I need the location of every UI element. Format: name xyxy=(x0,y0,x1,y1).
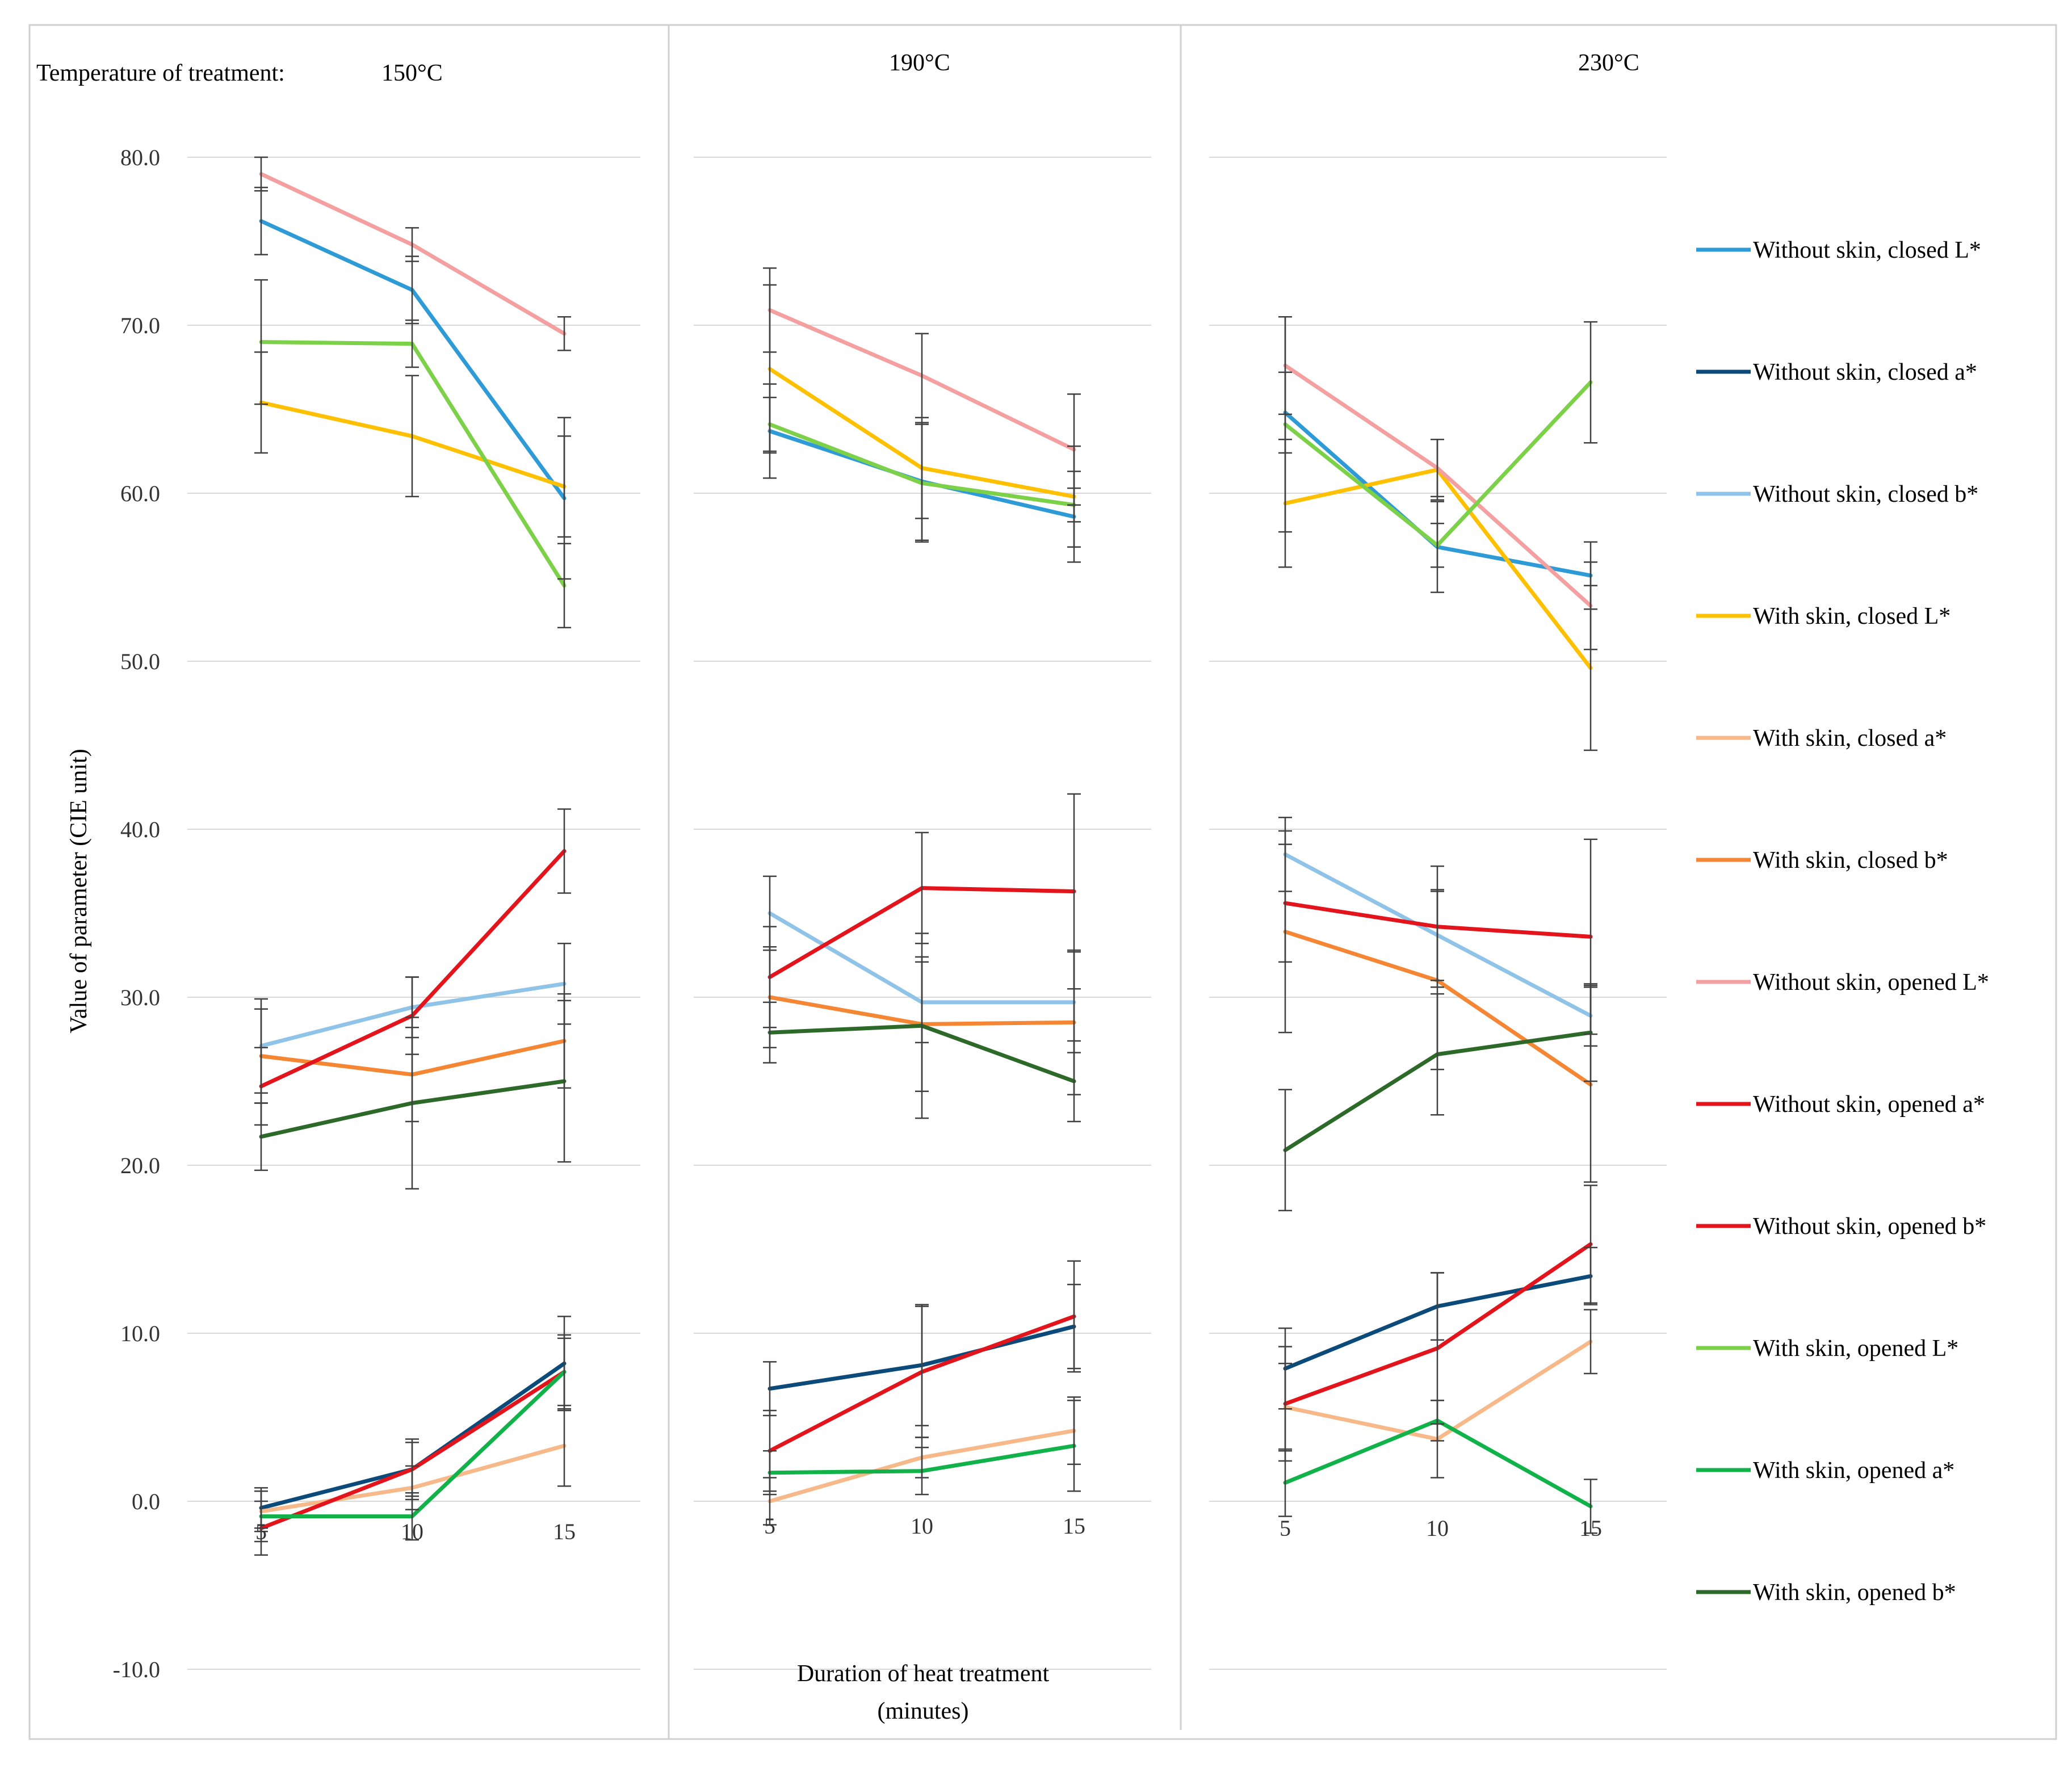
y-tick-label-9: -10.0 xyxy=(113,1657,160,1682)
panel-title-190: 190°C xyxy=(889,50,950,76)
y-tick-label-1: 70.0 xyxy=(120,313,160,338)
panel-title-230: 230°C xyxy=(1578,50,1639,76)
y-axis-label: Value of parameter (CIE unit) xyxy=(66,749,92,1033)
legend-label-1: Without skin, closed a* xyxy=(1753,359,1977,385)
legend-label-10: With skin, opened a* xyxy=(1753,1458,1954,1484)
x-tick-label-p3-1: 10 xyxy=(1426,1515,1449,1541)
x-tick-label-p2-2: 15 xyxy=(1063,1513,1085,1539)
x-tick-label-p1-2: 15 xyxy=(553,1519,576,1544)
x-tick-label-p2-0: 5 xyxy=(764,1513,775,1539)
legend-label-0: Without skin, closed L* xyxy=(1753,237,1981,263)
ticks: 80.0 70.0 60.0 50.0 40.0 30.0 20.0 10.0 0.0 -10.0… xyxy=(113,145,1602,1682)
legend-label-9: With skin, opened L* xyxy=(1753,1336,1958,1362)
y-tick-label-6: 20.0 xyxy=(120,1153,160,1178)
y-tick-label-0: 80.0 xyxy=(120,145,160,170)
y-tick-label-8: 0.0 xyxy=(132,1489,160,1514)
chart-frame xyxy=(28,24,2057,1740)
x-tick-label-p2-1: 10 xyxy=(911,1513,933,1539)
legend-label-7: Without skin, opened a* xyxy=(1753,1091,1985,1118)
legend-label-11: With skin, opened b* xyxy=(1753,1580,1956,1606)
legend-label-2: Without skin, closed b* xyxy=(1753,481,1978,507)
x-axis-label-line2: (minutes) xyxy=(878,1698,969,1724)
x-tick-label-p3-2: 15 xyxy=(1579,1515,1602,1541)
legend-label-5: With skin, closed b* xyxy=(1753,847,1948,873)
legend-label-3: With skin, closed L* xyxy=(1753,603,1951,629)
error-bars xyxy=(254,156,1597,1556)
y-tick-label-3: 50.0 xyxy=(120,649,160,674)
x-tick-label-p1-1: 10 xyxy=(401,1519,423,1544)
x-tick-label-p3-0: 5 xyxy=(1280,1515,1291,1541)
y-tick-label-4: 40.0 xyxy=(120,817,160,842)
legend-label-4: With skin, closed a* xyxy=(1753,725,1947,751)
legend-label-6: Without skin, opened L* xyxy=(1753,969,1989,996)
legend: Without skin, closed L* Without skin, clo… xyxy=(1696,237,1989,1606)
temperature-label: Temperature of treatment: xyxy=(36,60,285,86)
y-tick-label-2: 60.0 xyxy=(120,481,160,506)
legend-label-8: Without skin, opened b* xyxy=(1753,1213,1986,1240)
x-axis-label-line1: Duration of heat treatment xyxy=(797,1661,1050,1687)
x-tick-label-p1-0: 5 xyxy=(255,1519,267,1544)
y-tick-label-7: 10.0 xyxy=(120,1321,160,1346)
panel-title-150: 150°C xyxy=(381,60,443,86)
y-tick-label-5: 30.0 xyxy=(120,985,160,1010)
